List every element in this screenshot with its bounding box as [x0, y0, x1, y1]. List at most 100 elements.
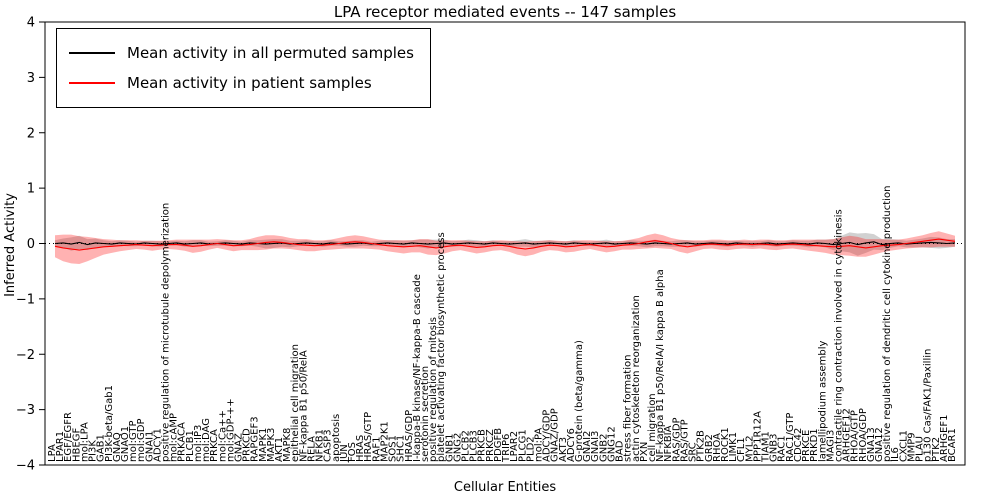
x-tick-label: ADCY1 [152, 428, 163, 462]
x-tick-label: ROCK1 [720, 427, 731, 462]
x-tick-label: actin cytoskeleton reorganization [631, 295, 642, 462]
x-tick-label: PLCB1 [185, 430, 196, 462]
x-tick-label: serotonin secretion [420, 366, 431, 462]
x-tick-label: LPAR2 [509, 431, 520, 462]
x-tick-label: RHOA [712, 433, 723, 462]
x-tick-label: AKT1 [274, 437, 285, 462]
x-tick-label: RHOA/GDP [858, 408, 869, 462]
x-tick-label: mol:LPA [79, 422, 90, 462]
x-tick-label: RAPGEF3 [250, 416, 261, 462]
legend-label-patient: Mean activity in patient samples [127, 74, 372, 92]
x-tick-label: PXN [639, 442, 650, 462]
x-tick-label: PLCG1 [517, 429, 528, 462]
y-tick-label: 4 [27, 16, 35, 31]
x-tick-label: SRC [688, 442, 699, 462]
x-tick-label: RAC1/GTP [785, 413, 796, 462]
x-tick-label: GRB2 [704, 434, 715, 462]
x-tick-label: apoptosis [331, 414, 342, 462]
x-tick-label: GNA12 [874, 427, 885, 462]
patient-band [55, 231, 955, 264]
x-tick-label: PLAU [915, 436, 926, 462]
x-tick-label: PI3K-beta/Gab1 [104, 385, 115, 462]
x-tick-label: MAPK3 [266, 428, 277, 462]
x-tick-label: mol:GDP-++ [225, 398, 236, 462]
x-tick-label: LPA [47, 444, 58, 462]
y-axis-label: Inferred Activity [3, 193, 18, 297]
x-tick-label: G-protein (beta/gamma) [574, 340, 585, 462]
x-tick-label: PRKCB [477, 429, 488, 462]
x-tick-label: mol:GTP [128, 420, 139, 462]
x-tick-label: PRKD1 [809, 428, 820, 462]
x-tick-label: HBEGF [71, 428, 82, 462]
y-tick-label: −3 [16, 403, 35, 418]
x-tick-label: ADCY/GDP [542, 410, 553, 462]
x-tick-label: AKT3 [558, 437, 569, 462]
x-tick-label: PRKACA [177, 422, 188, 462]
x-tick-label: BCAR1 [947, 428, 958, 462]
y-tick-label: −2 [16, 348, 35, 363]
x-tick-label: positive regulation of mitosis [428, 317, 439, 462]
x-tick-label: I-kappa-B kinase/NF-kappa-B cascade [412, 274, 423, 462]
x-tick-label: GNAI1 [144, 431, 155, 462]
legend-item-patient: Mean activity in patient samples [69, 68, 414, 98]
x-tick-label: cell migration [647, 393, 658, 462]
x-tick-label: PRKCE [801, 430, 812, 462]
permuted-line-swatch [69, 52, 115, 54]
patient-line-swatch [69, 82, 115, 84]
x-tick-label: PLCB2 [461, 430, 472, 462]
x-tick-label: TIAM1 [761, 431, 772, 463]
x-tick-label: LIMK1 [728, 432, 739, 462]
y-tick-label: −4 [16, 459, 35, 474]
x-tick-label: MAPK8 [282, 428, 293, 462]
x-tick-label: mol:cAMP [169, 413, 180, 462]
x-tick-label: BAD [615, 440, 626, 462]
x-tick-label: GNG2 [452, 433, 463, 462]
y-tick-label: −1 [16, 292, 35, 307]
x-tick-label: PTK2B [696, 430, 707, 462]
legend-label-permuted: Mean activity in all permuted samples [127, 44, 414, 62]
x-tick-label: SOS1 [388, 435, 399, 462]
x-tick-label: MMP9 [907, 432, 918, 462]
x-tick-label: platelet activating factor biosynthetic … [436, 232, 447, 462]
x-tick-label: mol:IP3 [193, 425, 204, 462]
x-axis-label: Cellular Entities [453, 480, 557, 495]
x-tick-label: GNAZ [234, 433, 245, 462]
x-tick-label: lamellipodium assembly [817, 340, 828, 462]
x-tick-label: GNB2 [598, 434, 609, 462]
x-tick-label: ARHGEF1 [939, 415, 950, 463]
x-tick-label: GNAI3 [590, 431, 601, 462]
patient-mean-line [54, 238, 956, 251]
x-tick-label: PDGFB [493, 428, 504, 462]
x-tick-label: mol:Ca++ [217, 410, 228, 462]
x-tick-label: GNAI2 [582, 431, 593, 462]
x-tick-label: p130 Cas/FAK1/Paxillin [923, 349, 934, 462]
x-tick-label: ARHGEF12 [842, 408, 853, 462]
x-tick-label: FOS [347, 442, 358, 462]
x-tick-label: RAC1 [777, 435, 788, 462]
x-tick-label: RELA [307, 436, 318, 462]
y-tick-label: 3 [27, 71, 35, 86]
x-tick-label: GNB3 [769, 434, 780, 462]
x-tick-label: PRKCZ [485, 429, 496, 462]
x-tick-label: NFKBIA [663, 425, 674, 462]
x-tick-label: CFL1 [736, 437, 747, 462]
x-tick-label: MAGI3 [825, 430, 836, 462]
permuted-mean-line [54, 241, 956, 246]
legend: Mean activity in all permuted samples Me… [56, 28, 431, 108]
x-tick-label: SHC1 [396, 435, 407, 462]
x-tick-label: CASP3 [323, 429, 334, 462]
y-tick-label: 2 [27, 126, 35, 141]
x-tick-label: ADCY6 [566, 428, 577, 462]
y-tick-label: 1 [27, 182, 35, 197]
x-tick-label: GNAZ/GDP [550, 408, 561, 462]
x-tick-label: LPAR1 [55, 431, 66, 462]
x-tick-label: NFKB1 [315, 429, 326, 462]
x-tick-label: GNAQ [112, 432, 123, 462]
x-tick-label: stress fiber formation [623, 355, 634, 462]
x-tick-label: CDC42 [793, 428, 804, 462]
x-tick-label: PI3K [88, 440, 99, 462]
x-tick-label: HRAS/GTP [363, 412, 374, 462]
x-tick-label: PLD2 [525, 436, 536, 462]
x-tick-label: HRAS [355, 435, 366, 462]
